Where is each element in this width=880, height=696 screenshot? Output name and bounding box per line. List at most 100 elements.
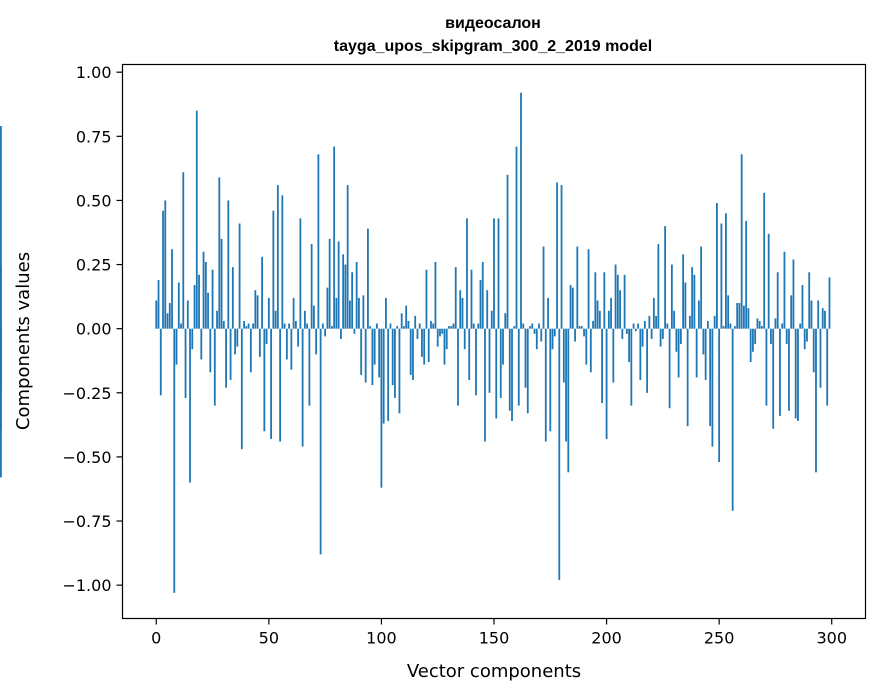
x-tick-label: 100 [366, 629, 397, 648]
bar [324, 328, 327, 337]
bar [236, 328, 239, 347]
x-tick-label: 300 [816, 629, 847, 648]
bar [727, 295, 730, 329]
y-tick-label: 0.25 [76, 256, 112, 275]
bar [436, 328, 439, 347]
bar [625, 328, 628, 334]
bar [470, 269, 473, 329]
bar [526, 328, 529, 414]
x-tick-label: 200 [591, 629, 622, 648]
bar [743, 305, 745, 329]
bar [310, 244, 313, 329]
bar [806, 328, 808, 342]
bar [394, 328, 396, 398]
bar [342, 254, 345, 329]
bar [321, 323, 324, 329]
bar [378, 328, 381, 378]
bar [819, 328, 822, 388]
bar [648, 315, 651, 329]
bar [207, 292, 209, 329]
bar [808, 272, 811, 329]
bar [623, 274, 626, 329]
bar [164, 200, 167, 329]
bar [448, 326, 450, 329]
bar [231, 267, 234, 329]
bar [821, 308, 824, 329]
bar [472, 323, 475, 329]
bar [432, 323, 435, 329]
bar [702, 328, 705, 355]
bar [810, 300, 813, 329]
bar [461, 297, 464, 329]
bar [409, 328, 412, 375]
bar [558, 328, 561, 581]
bar [389, 323, 392, 329]
bar [567, 328, 570, 473]
bar [598, 310, 601, 329]
bar [301, 328, 304, 447]
bar [211, 269, 214, 329]
bar [337, 241, 340, 329]
bar [222, 320, 225, 329]
bar [493, 218, 495, 329]
bar [281, 195, 284, 329]
bar [351, 272, 354, 329]
bar [249, 328, 252, 373]
bar [639, 328, 642, 380]
bar [794, 328, 797, 419]
bar [553, 328, 556, 337]
bar [529, 326, 531, 329]
bar [216, 310, 218, 329]
bar [731, 328, 734, 511]
bar [171, 249, 173, 329]
bar [643, 320, 646, 329]
bar [666, 323, 669, 329]
bar [349, 300, 351, 329]
bar [272, 210, 275, 329]
bar [369, 326, 372, 329]
y-axis: 1.00 0.75 0.50 0.25 0.00 −0.25 −0.50 −0.75 −1.00 [62, 63, 123, 595]
bar [740, 154, 743, 329]
bar [673, 310, 676, 329]
bar [522, 323, 525, 329]
bar [382, 328, 385, 424]
bar [0, 126, 2, 329]
bar [439, 328, 441, 337]
bar [565, 328, 567, 442]
bar [421, 328, 423, 357]
bar [247, 323, 250, 329]
bar [697, 300, 700, 329]
bar [682, 254, 685, 329]
bar [396, 326, 399, 329]
bar [630, 328, 633, 406]
bar [376, 323, 378, 329]
bar [650, 328, 653, 339]
bar [734, 326, 736, 329]
bar [490, 310, 493, 329]
bar [619, 290, 621, 329]
bar [677, 328, 680, 378]
bar [270, 328, 272, 439]
bar [578, 326, 581, 329]
bar [367, 228, 369, 329]
bar [589, 328, 592, 373]
bar [292, 297, 295, 329]
bar [722, 326, 725, 329]
bar [628, 328, 630, 363]
bar [362, 295, 365, 329]
bar [407, 320, 410, 329]
bar [430, 320, 432, 329]
bar [328, 238, 331, 329]
bar [258, 328, 261, 357]
bar [738, 303, 741, 329]
bar [533, 328, 536, 334]
bar [544, 328, 547, 442]
bar [524, 328, 527, 388]
bars-group [0, 92, 831, 593]
bar [159, 328, 162, 396]
bar [513, 326, 516, 329]
bar [173, 328, 176, 593]
bar [785, 328, 788, 345]
bar [294, 320, 297, 329]
bar [202, 251, 205, 329]
